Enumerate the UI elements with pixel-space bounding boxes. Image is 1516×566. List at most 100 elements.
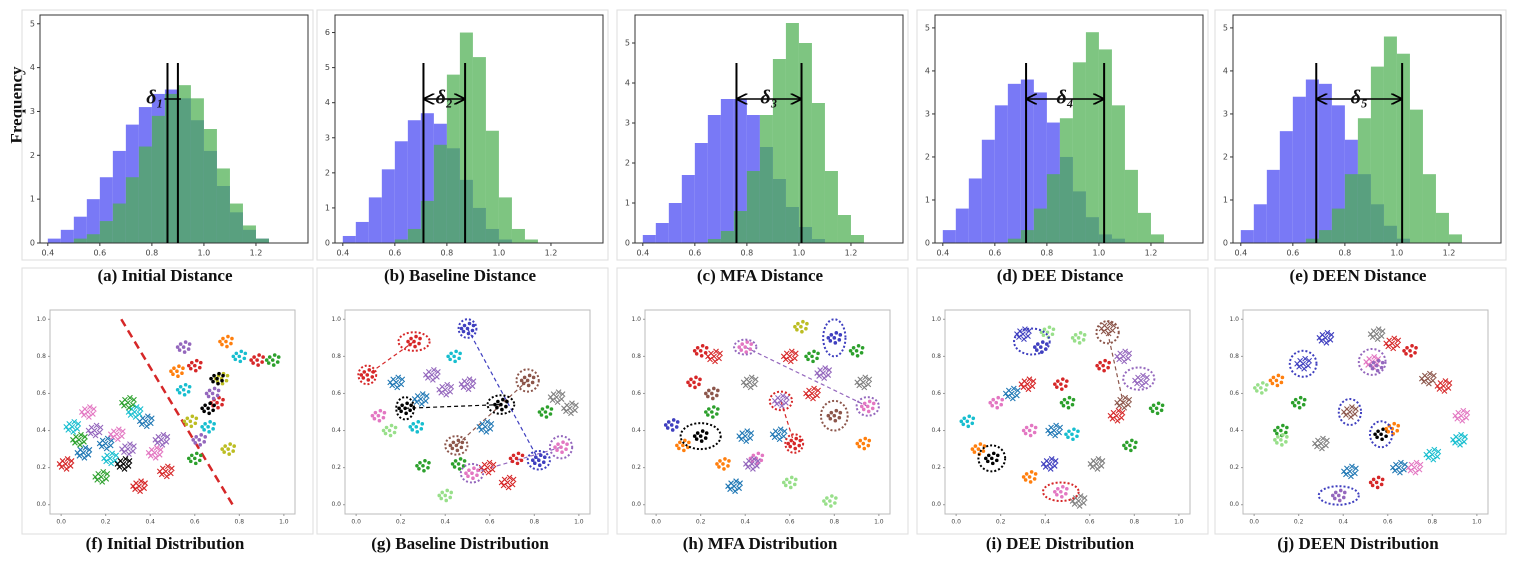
cross [1429,377,1436,384]
dot [177,348,182,352]
dot [275,360,280,364]
cross [1095,456,1102,462]
point-cluster [848,344,865,358]
dot [851,346,856,350]
histogram-bar [342,235,356,243]
dot [272,353,277,357]
cross [744,428,751,434]
dot [511,453,516,458]
point-cluster [422,367,441,383]
dot [1275,431,1279,436]
dot [462,459,467,463]
dot [707,388,711,393]
x-tick-label: 0.6 [688,249,701,258]
dot [856,344,861,348]
dot [1095,363,1099,368]
cross [1416,466,1423,473]
dot [711,396,715,401]
dot [700,429,705,433]
dot [223,444,227,448]
point-cluster [769,426,788,443]
dot [1256,383,1260,387]
cross [1125,355,1132,362]
dot [1076,336,1081,340]
histogram-bar [1020,230,1034,243]
dot [976,447,981,451]
x-tick-label: 1.0 [493,249,506,258]
point-cluster [436,381,455,398]
cluster-ellipse [1013,327,1051,356]
cross [1126,396,1133,403]
cross [80,412,87,418]
y-tick-label: 2 [925,152,930,161]
panel-caption: (i) DEE Distribution [986,534,1135,553]
cross [1302,355,1309,362]
dot [781,480,786,485]
cross [554,399,561,406]
cross [1397,469,1403,476]
cross [1098,325,1105,332]
dot [698,349,703,353]
cross [466,376,473,383]
y-tick-label: 0.8 [1229,353,1239,360]
cross [145,449,152,456]
cross [158,471,165,478]
dot [666,420,671,424]
cross [821,375,828,381]
cross [469,383,476,390]
cross [126,404,132,411]
dot [1293,397,1298,402]
dot [226,334,230,339]
dot [496,399,500,404]
cross [782,399,789,406]
cluster-ellipse [1122,366,1156,391]
dot [409,403,413,408]
delta-label: δ₃ [760,87,777,109]
point-cluster [508,451,525,466]
cross [1305,362,1312,369]
cross [1081,495,1088,501]
cross [779,392,786,399]
axes-frame [944,309,1191,515]
cross [100,469,107,475]
cross [1391,335,1398,342]
dot [792,482,797,487]
connector [405,403,501,409]
cross [1098,463,1105,469]
y-tick-label: 1 [1223,195,1228,204]
cross [1047,430,1054,437]
dot [448,443,453,448]
dot [537,463,542,468]
dot [461,464,466,468]
dot [866,409,871,414]
dot [1279,428,1283,433]
dot [793,324,797,329]
cross [163,438,170,445]
cross [1099,458,1106,464]
dot [1341,495,1346,500]
dot [812,349,816,354]
point-cluster [530,453,547,468]
x-tick-label: 0.4 [440,519,450,526]
cluster-ellipse [397,331,431,352]
cluster-ellipse [977,444,1007,473]
dot [687,440,691,445]
dot [1370,366,1375,371]
x-tick-label: 0.8 [1428,519,1438,526]
dot [449,490,454,495]
y-tick-label: 5 [1223,23,1228,32]
dot [830,494,834,498]
dot [448,357,452,362]
cross [92,474,99,480]
cross [1100,328,1107,335]
dot [810,354,814,359]
dot [544,415,549,419]
dot [1296,400,1301,405]
cross [1094,466,1101,472]
cluster-ellipse [1368,420,1394,449]
dot [370,413,375,418]
cross [1045,427,1052,434]
dot [231,354,236,359]
dot [521,381,526,386]
cross [448,383,455,390]
